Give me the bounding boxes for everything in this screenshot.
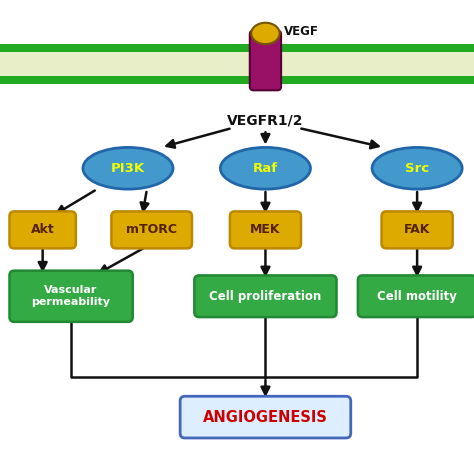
- Text: PI3K: PI3K: [111, 162, 145, 175]
- Ellipse shape: [372, 147, 462, 189]
- FancyBboxPatch shape: [230, 211, 301, 248]
- Text: Raf: Raf: [253, 162, 278, 175]
- Text: Vascular
permeability: Vascular permeability: [32, 285, 110, 307]
- FancyBboxPatch shape: [0, 76, 474, 84]
- Text: VEGF: VEGF: [284, 25, 319, 37]
- Text: Cell proliferation: Cell proliferation: [210, 290, 321, 303]
- FancyBboxPatch shape: [382, 211, 453, 248]
- Text: Src: Src: [405, 162, 429, 175]
- Text: VEGFR1/2: VEGFR1/2: [227, 114, 304, 128]
- Text: MEK: MEK: [250, 223, 281, 237]
- FancyBboxPatch shape: [250, 30, 281, 91]
- FancyBboxPatch shape: [9, 271, 133, 322]
- Text: FAK: FAK: [404, 223, 430, 237]
- Ellipse shape: [251, 23, 280, 44]
- FancyBboxPatch shape: [358, 275, 474, 317]
- Text: ANGIOGENESIS: ANGIOGENESIS: [203, 410, 328, 425]
- Text: mTORC: mTORC: [126, 223, 177, 237]
- Text: Cell motility: Cell motility: [377, 290, 457, 303]
- FancyBboxPatch shape: [0, 44, 474, 53]
- Ellipse shape: [220, 147, 310, 189]
- FancyBboxPatch shape: [9, 211, 76, 248]
- FancyBboxPatch shape: [0, 44, 474, 84]
- Ellipse shape: [83, 147, 173, 189]
- FancyBboxPatch shape: [180, 396, 351, 438]
- Text: Akt: Akt: [31, 223, 55, 237]
- FancyBboxPatch shape: [111, 211, 192, 248]
- FancyBboxPatch shape: [194, 275, 337, 317]
